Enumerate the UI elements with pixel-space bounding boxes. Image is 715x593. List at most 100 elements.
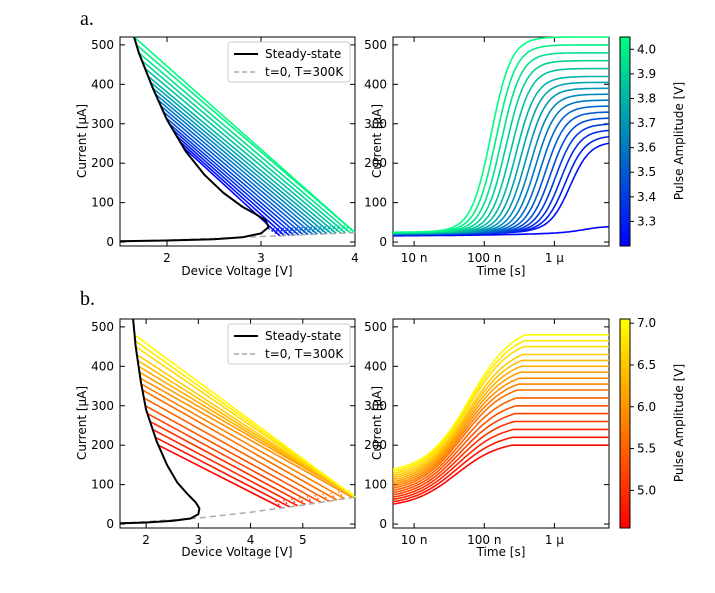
pulse-load-line (149, 420, 306, 506)
pulse-transient-hook (314, 494, 322, 503)
panel-a-transient-ylabel: Current [μA] (370, 104, 384, 178)
pulse-load-line (157, 444, 283, 509)
pulse-load-line (139, 377, 353, 499)
panel-a-colorbar-label: Pulse Amplitude [V] (672, 82, 686, 200)
panel-a-colorbar: 3.3 3.4 3.5 3.6 3.7 3.8 3.9 4.0 Pulse Amplitude… (619, 36, 686, 247)
panel-b-transient-xlabel: Time [s] (476, 545, 526, 559)
panel-b-colorbar-bar (619, 318, 631, 529)
y-tick-label: 300 (364, 399, 387, 413)
x-tick-label: 3 (257, 251, 265, 265)
pulse-transient-hook (290, 498, 299, 507)
y-tick-label: 300 (364, 117, 387, 131)
colorbar-tick-label: 3.7 (637, 116, 656, 130)
transient-curve (392, 389, 609, 489)
transient-curve (392, 334, 609, 470)
x-tick-label: 1 μ (545, 251, 564, 265)
x-tick-label: 4 (351, 251, 359, 265)
pulse-transient-hook (306, 496, 314, 504)
panel-b-transient-ylabel: Current [μA] (370, 386, 384, 460)
panel-b-transient-frame (392, 318, 610, 529)
transient-curve (393, 36, 609, 234)
y-tick-label: 400 (364, 359, 387, 373)
colorbar-tick-label: 5.5 (637, 442, 656, 456)
panel-a-transient-frame (392, 36, 610, 247)
x-tick-label: 4 (247, 533, 255, 547)
legend-t0-label: t=0, T=300K (265, 347, 344, 361)
x-tick-label: 100 n (467, 533, 501, 547)
x-tick-label: 10 n (401, 533, 428, 547)
y-tick-label: 200 (91, 438, 114, 452)
transient-curve (392, 345, 609, 475)
panel-a-iv-ylabel: Current [μA] (75, 104, 89, 178)
colorbar-tick-label: 6.5 (637, 358, 656, 372)
legend-t0-label: t=0, T=300K (265, 65, 344, 79)
pulse-load-line (168, 123, 300, 236)
pulse-load-line (157, 99, 318, 235)
y-tick-label: 100 (364, 196, 387, 210)
panel-a-colorbar-bar (619, 36, 631, 247)
transient-curve (392, 359, 609, 479)
x-tick-label: 5 (299, 533, 307, 547)
pulse-load-line (162, 111, 309, 236)
transient-curve (392, 412, 609, 496)
pulse-transient-hook (337, 491, 346, 500)
pulse-load-line (152, 87, 328, 235)
panel-b-transient-plot: 10 n 100 n 1 μ 0 100 200 300 400 500 Time [s] Cu… (364, 318, 610, 559)
pulse-load-line (133, 36, 356, 234)
y-tick-label: 100 (91, 478, 114, 492)
panel-b-iv-legend: Steady-state t=0, T=300K (227, 323, 351, 365)
colorbar-tick-label: 3.8 (637, 91, 656, 105)
transient-curve (392, 436, 609, 503)
pulse-load-line (144, 67, 342, 234)
panel-label-a: a. (80, 8, 94, 30)
pulse-load-line (138, 52, 351, 234)
transient-curve (392, 397, 609, 492)
steady-state-curve (119, 36, 270, 243)
y-tick-label: 400 (91, 359, 114, 373)
t0-curve (119, 231, 356, 243)
colorbar-tick-label: 4.0 (637, 42, 656, 56)
transient-curve (392, 353, 609, 477)
panel-b-colorbar: 5.0 5.5 6.0 6.5 7.0 Pulse Amplitude [V] (619, 316, 686, 529)
panel-a-iv-plot: 2 3 4 0 100 200 300 400 500 Steady-state t=0, T=… (75, 36, 359, 278)
pulse-load-line (147, 75, 337, 235)
pulse-load-line (165, 117, 304, 236)
pulse-load-line (160, 105, 314, 236)
legend-steady-state-label: Steady-state (265, 47, 341, 61)
pulse-transient-hook (283, 499, 291, 508)
y-tick-label: 500 (364, 38, 387, 52)
transient-curve (392, 428, 609, 501)
colorbar-tick-label: 3.5 (637, 165, 656, 179)
panel-b-colorbar-label: Pulse Amplitude [V] (672, 364, 686, 482)
steady-state-curve (119, 318, 201, 525)
panel-a-transient-plot: 10 n 100 n 1 μ 0 100 200 300 400 500 Time [s] Cu… (364, 36, 610, 278)
colorbar-tick-label: 3.3 (637, 214, 656, 228)
y-tick-label: 100 (364, 478, 387, 492)
y-tick-label: 0 (379, 517, 387, 531)
pulse-load-line (179, 140, 286, 237)
pulse-load-line (172, 129, 295, 236)
y-tick-label: 0 (379, 235, 387, 249)
y-tick-label: 500 (364, 320, 387, 334)
pulse-load-line (136, 353, 356, 498)
pulse-load-line (134, 334, 356, 498)
pulse-load-line (142, 389, 338, 501)
x-tick-label: 2 (163, 251, 171, 265)
t0-curve (119, 496, 356, 525)
colorbar-tick-label: 3.4 (637, 190, 656, 204)
y-tick-label: 300 (91, 399, 114, 413)
y-tick-label: 0 (106, 235, 114, 249)
colorbar-tick-label: 3.9 (637, 67, 656, 81)
legend-steady-state-label: Steady-state (265, 329, 341, 343)
y-tick-label: 500 (91, 38, 114, 52)
x-tick-label: 2 (142, 533, 150, 547)
panel-b-iv-ylabel: Current [μA] (75, 386, 89, 460)
panel-b-iv-xlabel: Device Voltage [V] (181, 545, 292, 559)
pulse-load-line (154, 93, 323, 235)
panel-a-iv-frame (119, 36, 356, 247)
transient-curve (392, 52, 609, 234)
pulse-transient-hook (330, 492, 338, 501)
pulse-load-line (141, 60, 347, 234)
x-tick-label: 3 (195, 533, 203, 547)
